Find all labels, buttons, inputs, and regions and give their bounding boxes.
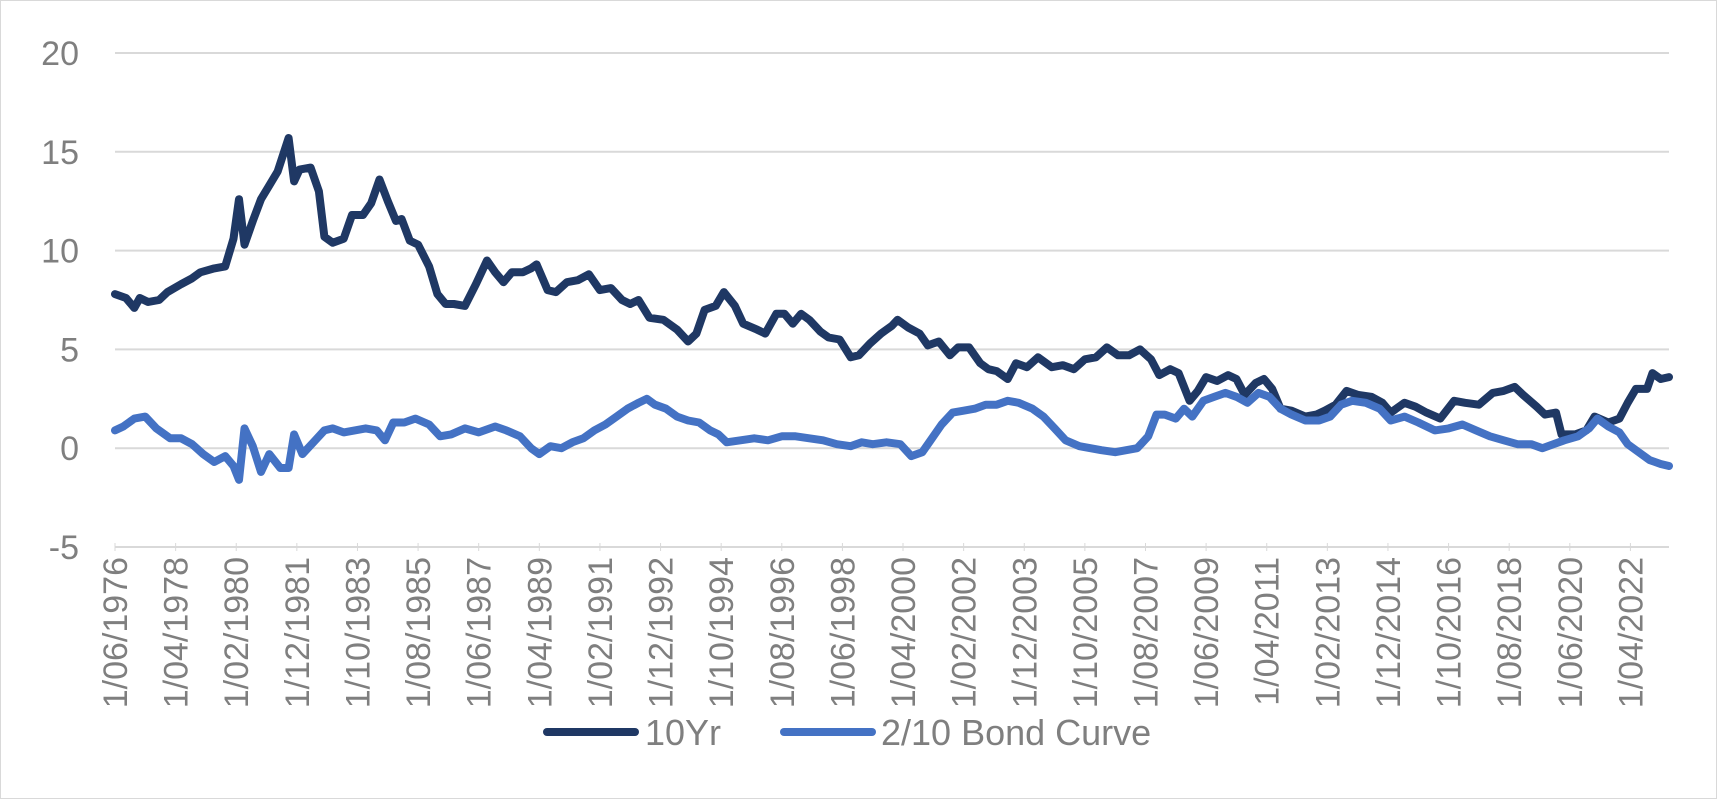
x-tick-label: 1/04/1989	[521, 557, 559, 708]
x-tick-label: 1/04/2011	[1249, 557, 1287, 706]
legend-label: 2/10 Bond Curve	[881, 712, 1151, 753]
y-tick-label: 10	[41, 233, 79, 271]
x-tick-label: 1/06/2020	[1552, 557, 1590, 708]
x-tick-label: 1/02/2013	[1309, 557, 1347, 708]
x-tick-label: 1/02/1991	[582, 557, 620, 708]
x-tick-label: 1/06/1987	[461, 557, 499, 708]
x-tick-label: 1/12/1992	[643, 557, 681, 708]
x-tick-label: 1/04/2022	[1612, 557, 1650, 708]
x-tick-label: 1/10/2005	[1067, 557, 1105, 708]
series-line-10yr	[111, 134, 1673, 439]
y-tick-label: 5	[60, 331, 79, 369]
x-tick-label: 1/08/2007	[1127, 557, 1165, 708]
y-tick-label: 0	[60, 430, 79, 468]
x-tick-label: 1/08/2018	[1491, 557, 1529, 708]
legend-label: 10Yr	[645, 712, 721, 753]
x-tick-label: 1/08/1985	[400, 557, 438, 708]
legend: 10Yr 2/10 Bond Curve	[543, 712, 1151, 753]
y-tick-label: 15	[41, 134, 79, 172]
series-line-2-10-bond-curve	[111, 388, 1673, 484]
x-tick-label: 1/02/2002	[946, 557, 984, 708]
x-tick-label: 1/04/1978	[158, 557, 196, 708]
y-tick-label: -5	[49, 529, 79, 567]
x-tick-label: 1/12/1981	[279, 557, 317, 708]
x-tick-label: 1/10/2016	[1431, 557, 1469, 708]
y-axis-ticks: 20 15 10 5 0 -5	[41, 35, 79, 567]
x-axis-ticks: 1/06/1976 1/04/1978 1/02/1980 1/12/1981 1/10…	[97, 543, 1650, 708]
gridlines	[115, 52, 1669, 548]
x-tick-label: 1/02/1980	[218, 557, 256, 708]
x-tick-label: 1/08/1996	[764, 557, 802, 708]
y-tick-label: 20	[41, 35, 79, 73]
x-tick-label: 1/12/2003	[1006, 557, 1044, 708]
x-tick-label: 1/06/1976	[97, 557, 135, 708]
x-tick-label: 1/06/2009	[1188, 557, 1226, 708]
plot-area	[111, 134, 1673, 484]
x-tick-label: 1/06/1998	[824, 557, 862, 708]
x-tick-label: 1/04/2000	[885, 557, 923, 708]
x-tick-label: 1/12/2014	[1370, 557, 1408, 708]
x-tick-label: 1/10/1994	[703, 557, 741, 708]
x-tick-label: 1/10/1983	[339, 557, 377, 708]
